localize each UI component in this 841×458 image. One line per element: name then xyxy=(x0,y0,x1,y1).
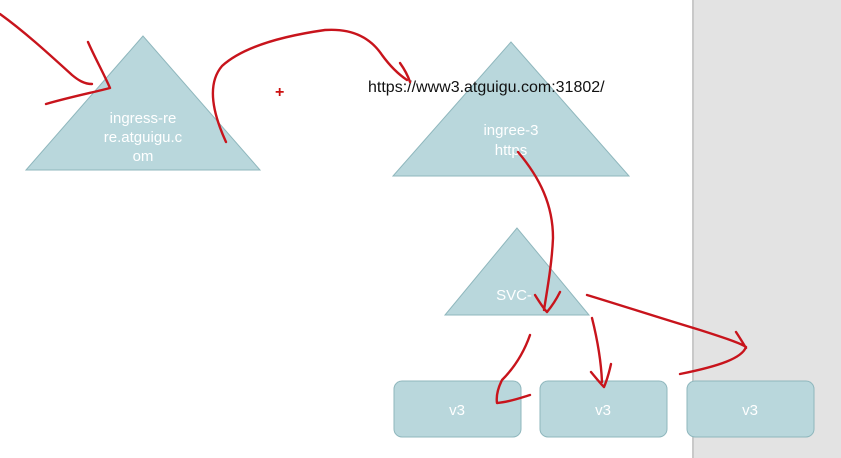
pod-box-2-rect xyxy=(539,380,668,438)
pod-box-3-label: v3 xyxy=(742,402,758,419)
ingress-right-line-1: ingree-3 xyxy=(483,122,538,139)
annotation-arrow-into-ingress xyxy=(0,12,94,86)
annotation-svc-to-pod-3 xyxy=(585,293,748,376)
pod-box-2-label: v3 xyxy=(595,402,611,419)
annotation-strokes xyxy=(0,12,748,405)
annotation-arrowhead-url xyxy=(398,61,412,84)
ingress-right-triangle xyxy=(391,41,631,177)
svc-triangle xyxy=(443,227,591,316)
ingress-left-triangle xyxy=(24,35,262,171)
pod-box-1-rect xyxy=(393,380,522,438)
annotation-svc-to-pod-2 xyxy=(589,316,613,389)
annotation-arrowhead-left xyxy=(44,40,112,106)
annotation-curve-to-url xyxy=(211,28,409,144)
annotation-svc-to-pod-1 xyxy=(495,333,532,405)
annotation-ingress-to-svc xyxy=(516,150,555,312)
svc-label: SVC- xyxy=(496,287,532,304)
pod-box-3-rect xyxy=(686,380,815,438)
ingress-left-line-1: ingress-re xyxy=(110,110,177,127)
svc-node[interactable]: SVC- xyxy=(443,227,591,316)
cursor-plus-icon: + xyxy=(275,84,284,101)
ingress-left-node[interactable]: ingress-re re.atguigu.c om xyxy=(24,35,262,171)
pod-box-2[interactable]: v3 xyxy=(539,380,668,438)
annotation-arrowhead-svc xyxy=(533,290,562,314)
pod-box-1-label: v3 xyxy=(449,402,465,419)
url-label: https://www3.atguigu.com:31802/ xyxy=(368,79,605,96)
pod-box-1[interactable]: v3 xyxy=(393,380,522,438)
ingress-right-node[interactable]: ingree-3 https xyxy=(391,41,631,177)
ingress-left-line-2: re.atguigu.c xyxy=(104,129,183,146)
ingress-left-line-3: om xyxy=(133,148,154,165)
pod-box-3[interactable]: v3 xyxy=(686,380,815,438)
